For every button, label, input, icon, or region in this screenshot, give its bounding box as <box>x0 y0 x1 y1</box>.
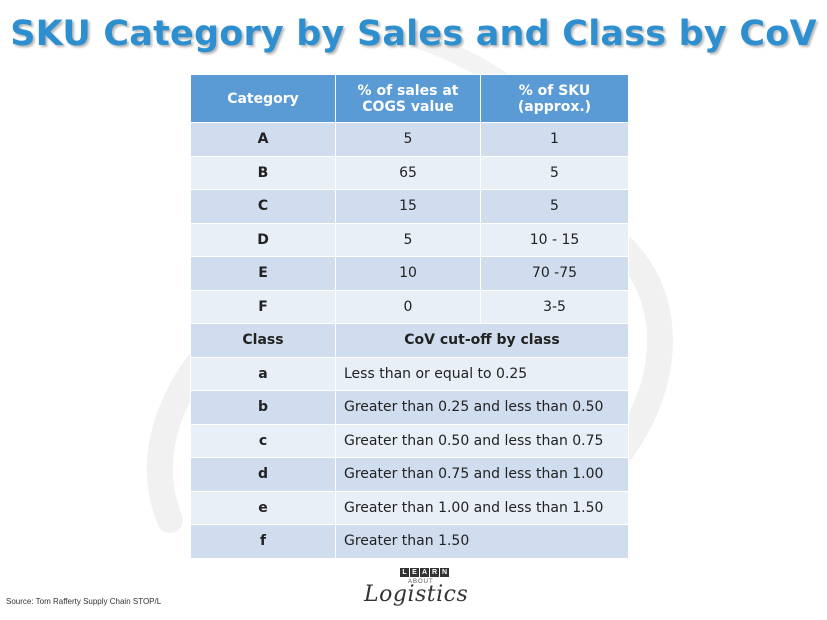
logo-letter: A <box>420 568 429 577</box>
class-header-cell: Class <box>190 323 336 358</box>
sku-pct-cell: 5 <box>480 155 629 190</box>
cov-cutoff-cell: Greater than 0.75 and less than 1.00 <box>335 457 629 492</box>
category-cell: E <box>190 256 336 291</box>
sales-pct-cell: 10 <box>335 256 481 291</box>
class-cell: d <box>190 457 336 492</box>
header-sku-pct: % of SKU (approx.) <box>480 74 629 123</box>
sku-pct-cell: 1 <box>480 122 629 157</box>
logo-letter-grid: L E A R N <box>400 568 449 577</box>
class-cell: f <box>190 524 336 559</box>
category-cell: D <box>190 222 336 257</box>
table-row: F 0 3-5 <box>190 289 629 324</box>
table-header-row: Category % of sales at COGS value % of S… <box>190 74 629 123</box>
sales-pct-cell: 15 <box>335 189 481 224</box>
logo-letter: E <box>410 568 419 577</box>
cov-cutoff-header-cell: CoV cut-off by class <box>335 323 629 358</box>
cov-cutoff-cell: Less than or equal to 0.25 <box>335 356 629 391</box>
table-row: B 65 5 <box>190 155 629 190</box>
class-cell: c <box>190 423 336 458</box>
category-cell: C <box>190 189 336 224</box>
cov-cutoff-cell: Greater than 1.50 <box>335 524 629 559</box>
class-subheader-row: Class CoV cut-off by class <box>190 323 629 358</box>
cov-cutoff-cell: Greater than 1.00 and less than 1.50 <box>335 490 629 525</box>
table-row: A 5 1 <box>190 122 629 157</box>
header-sales-pct: % of sales at COGS value <box>335 74 481 123</box>
sales-pct-cell: 65 <box>335 155 481 190</box>
sku-pct-cell: 70 -75 <box>480 256 629 291</box>
class-cell: e <box>190 490 336 525</box>
table-row: a Less than or equal to 0.25 <box>190 356 629 391</box>
table-row: d Greater than 0.75 and less than 1.00 <box>190 457 629 492</box>
learn-about-logistics-logo: L E A R N ABOUT Logistics <box>362 566 472 612</box>
source-citation: Source: Tom Rafferty Supply Chain STOP/L <box>6 597 162 606</box>
class-cell: b <box>190 390 336 425</box>
category-cell: A <box>190 122 336 157</box>
logo-about-text: ABOUT <box>408 579 434 585</box>
sales-pct-cell: 5 <box>335 222 481 257</box>
table-row: b Greater than 0.25 and less than 0.50 <box>190 390 629 425</box>
category-cell: F <box>190 289 336 324</box>
class-cell: a <box>190 356 336 391</box>
sku-pct-cell: 10 - 15 <box>480 222 629 257</box>
cov-cutoff-cell: Greater than 0.25 and less than 0.50 <box>335 390 629 425</box>
table-row: E 10 70 -75 <box>190 256 629 291</box>
category-cell: B <box>190 155 336 190</box>
logo-letter: R <box>430 568 439 577</box>
sales-pct-cell: 5 <box>335 122 481 157</box>
logo-letter: L <box>400 568 409 577</box>
sku-pct-cell: 5 <box>480 189 629 224</box>
cov-cutoff-cell: Greater than 0.50 and less than 0.75 <box>335 423 629 458</box>
logo-letter: N <box>440 568 449 577</box>
page-title: SKU Category by Sales and Class by CoV <box>10 14 817 54</box>
header-category: Category <box>190 74 336 123</box>
sku-category-table: Category % of sales at COGS value % of S… <box>190 74 629 559</box>
table-row: C 15 5 <box>190 189 629 224</box>
table-row: c Greater than 0.50 and less than 0.75 <box>190 423 629 458</box>
table-row: f Greater than 1.50 <box>190 524 629 559</box>
logo-logistics-text: Logistics <box>364 582 469 607</box>
table-row: D 5 10 - 15 <box>190 222 629 257</box>
sales-pct-cell: 0 <box>335 289 481 324</box>
table-row: e Greater than 1.00 and less than 1.50 <box>190 490 629 525</box>
sku-pct-cell: 3-5 <box>480 289 629 324</box>
